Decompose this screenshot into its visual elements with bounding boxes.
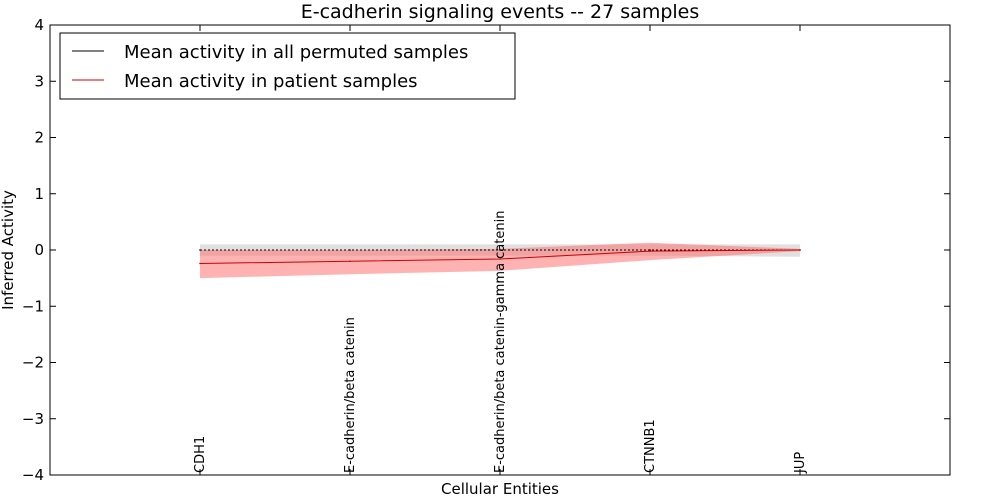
x-axis-label: Cellular Entities [441, 480, 559, 498]
x-category-label: CTNNB1 [643, 419, 658, 473]
y-axis-label: Inferred Activity [0, 190, 17, 310]
y-tick-label: 4 [34, 16, 44, 34]
x-category-label: JUP [793, 452, 808, 474]
y-axis-ticks: −4 −3 −2 −1 0 1 2 3 4 [22, 16, 950, 484]
data-point-series-0 [499, 249, 501, 251]
data-point-series-1 [799, 249, 801, 251]
data-point-series-0 [349, 249, 351, 251]
data-point-series-1 [199, 262, 201, 265]
data-point-series-1 [649, 250, 651, 252]
x-category-label: E-cadherin/beta catenin-gamma catenin [493, 211, 508, 473]
y-tick-label: 2 [34, 129, 44, 147]
y-tick-label: −4 [22, 466, 44, 484]
data-point-series-1 [499, 258, 501, 260]
x-axis-ticks: CDH1 E-cadherin/beta catenin E-cadherin/be… [193, 25, 808, 475]
legend-label-patient: Mean activity in patient samples [124, 71, 418, 92]
series-lines [199, 249, 801, 265]
legend-box [59, 32, 516, 100]
data-point-series-1 [349, 260, 351, 263]
chart-title: E-cadherin signaling events -- 27 sample… [301, 1, 700, 23]
legend: Mean activity in all permuted samples Me… [59, 32, 516, 100]
y-tick-label: 1 [34, 185, 44, 203]
legend-label-permuted: Mean activity in all permuted samples [124, 42, 468, 63]
data-point-series-0 [649, 249, 651, 251]
y-tick-label: 3 [34, 72, 44, 90]
y-tick-label: −2 [22, 354, 44, 372]
x-category-label: CDH1 [193, 436, 208, 473]
y-tick-label: −1 [22, 297, 44, 315]
data-point-series-0 [199, 249, 201, 251]
y-tick-label: −3 [22, 410, 44, 428]
y-tick-label: 0 [34, 241, 44, 259]
x-category-label: E-cadherin/beta catenin [343, 317, 358, 473]
